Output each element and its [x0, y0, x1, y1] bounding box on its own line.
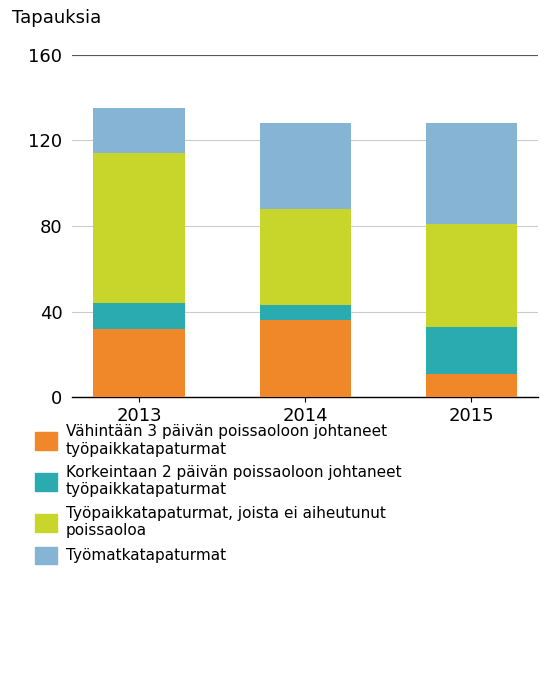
- Bar: [426, 374, 517, 397]
- Bar: [93, 108, 185, 153]
- Text: Tapauksia: Tapauksia: [12, 10, 101, 27]
- Bar: [260, 306, 351, 321]
- Bar: [426, 224, 517, 327]
- Legend: Vähintään 3 päivän poissaoloon johtaneet
työpaikkatapaturmat, Korkeintaan 2 päiv: Vähintään 3 päivän poissaoloon johtaneet…: [36, 424, 402, 564]
- Bar: [260, 123, 351, 209]
- Bar: [93, 329, 185, 397]
- Bar: [260, 209, 351, 306]
- Bar: [93, 303, 185, 329]
- Bar: [260, 321, 351, 397]
- Bar: [426, 123, 517, 224]
- Bar: [426, 327, 517, 374]
- Bar: [93, 153, 185, 303]
